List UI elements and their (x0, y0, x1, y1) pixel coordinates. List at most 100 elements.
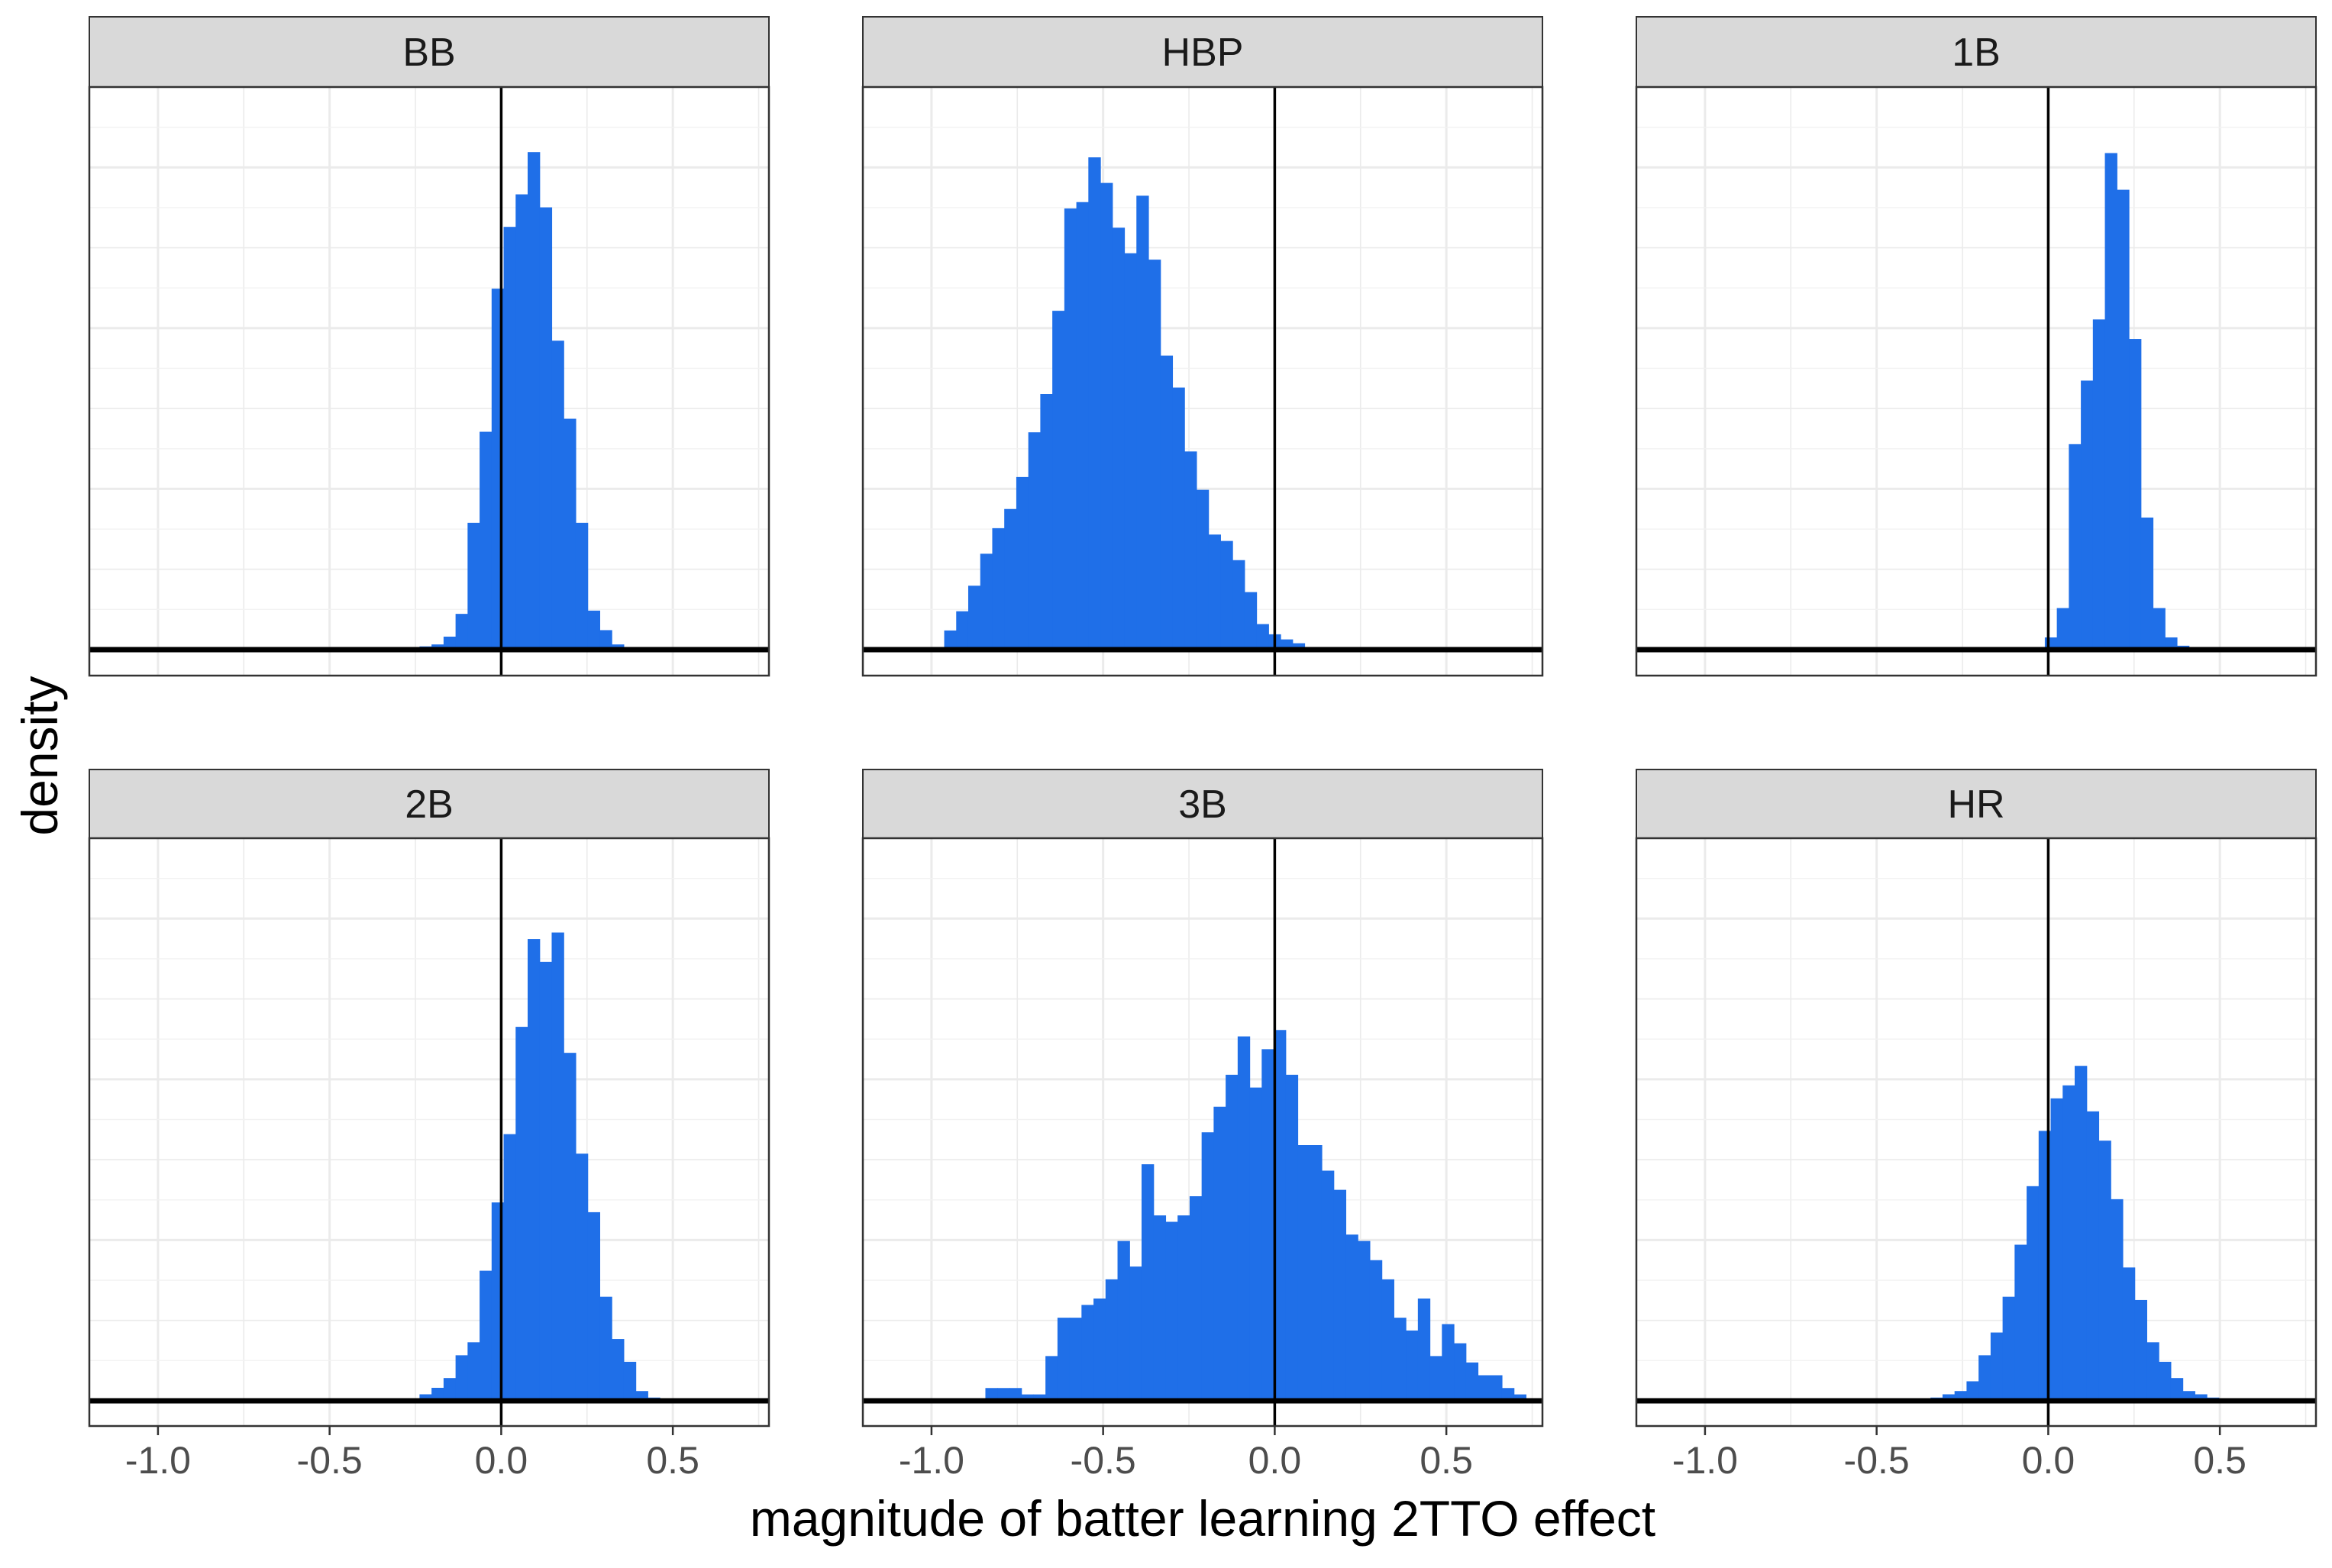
histogram-bar (1021, 1394, 1034, 1401)
x-tick-label: 0.5 (2193, 1439, 2246, 1482)
histogram-bar (467, 522, 480, 650)
histogram-bar (2165, 637, 2178, 650)
x-tick-label: -0.5 (1844, 1439, 1910, 1482)
histogram-bar (1153, 1215, 1167, 1401)
histogram-bar (503, 1134, 516, 1401)
histogram-bar (1057, 1318, 1071, 1401)
histogram-bar (2050, 1098, 2063, 1401)
facet-panel-hbp: HBP (861, 16, 1544, 677)
histogram-bar (455, 1355, 468, 1401)
panel-border (88, 837, 770, 1428)
histogram-bar (551, 340, 564, 650)
histogram-bar (1088, 157, 1101, 650)
y-axis-title: density (11, 676, 68, 835)
histogram-bar (515, 194, 528, 650)
histogram-bar (2134, 1299, 2147, 1401)
facet-panel-hr: HR -1.0 -0.5 0.0 0.5 (1635, 769, 2317, 1482)
histogram-bar (480, 431, 493, 650)
histogram-bar (1081, 1305, 1094, 1401)
histogram-bar (2122, 1267, 2136, 1401)
histogram-bar (1112, 227, 1126, 650)
histogram-bar (599, 630, 612, 650)
histogram-bar (2081, 380, 2094, 650)
facet-strip (862, 16, 1543, 88)
histogram-bar (2140, 517, 2154, 650)
facet-panel-bb: BB (88, 16, 770, 677)
histogram-bar (2153, 608, 2166, 650)
histogram-bar (1429, 1356, 1442, 1401)
histogram-bar (2098, 1141, 2111, 1401)
facet-strip-label: 2B (405, 782, 454, 827)
histogram-bar (1117, 1241, 1130, 1401)
histogram-bar (1196, 489, 1210, 650)
facet-strip-label: 1B (1952, 31, 2001, 75)
histogram-bar (551, 932, 564, 1401)
histogram-bar (443, 636, 457, 650)
histogram-bar (997, 1388, 1010, 1401)
facet-strip (89, 16, 770, 88)
histogram-bar (1208, 534, 1221, 650)
histogram-bar (564, 1053, 577, 1401)
histogram-bar (2195, 1394, 2208, 1401)
x-tick-label: -0.5 (1071, 1439, 1136, 1482)
panel-background (1636, 87, 2316, 676)
panel-border (861, 837, 1544, 1428)
x-tick-label: 0.5 (646, 1439, 699, 1482)
facet-strip (1636, 769, 2317, 839)
histogram-bar (2056, 608, 2069, 650)
histogram-bar (1129, 1266, 1142, 1401)
x-tick-label: 0.0 (2022, 1439, 2075, 1482)
histogram-bar (564, 418, 577, 650)
histogram-bar (1028, 432, 1041, 650)
histogram-bar (539, 961, 553, 1401)
x-axis-title: magnitude of batter learning 2TTO effect (750, 1490, 1655, 1547)
histogram-bar (1165, 1221, 1178, 1401)
histogram-bar (2117, 189, 2130, 650)
facet-strip-label: HR (1947, 782, 2004, 827)
histogram-bar (1141, 1164, 1155, 1401)
facet-strip (1636, 16, 2317, 88)
histogram-bar (1040, 394, 1053, 650)
histogram-bar (480, 1270, 493, 1401)
histogram-bar (2129, 339, 2142, 650)
histogram-bar (1966, 1381, 1979, 1401)
histogram-bar (1406, 1330, 1419, 1401)
histogram-bar (1942, 1394, 1956, 1401)
panel-border (1635, 85, 2317, 677)
histogram-bar (599, 1296, 612, 1401)
histogram-bar (1009, 1388, 1022, 1401)
histogram-bar (1285, 1074, 1299, 1401)
histogram-bar (2086, 1111, 2100, 1401)
x-tick-label: 0.0 (475, 1439, 528, 1482)
histogram-bar (1232, 560, 1245, 650)
histogram-bar (612, 1339, 625, 1401)
histogram-bar (2062, 1085, 2075, 1401)
histogram-bar (2002, 1296, 2015, 1401)
histogram-bar (1045, 1356, 1058, 1401)
facet-panel-3b: 3B -1.0 -0.5 0.0 0.5 (861, 769, 1544, 1482)
panel-border (1635, 837, 2317, 1428)
histogram-bar (1310, 1145, 1323, 1401)
histogram-bar (1261, 1049, 1274, 1401)
histogram-bar (1256, 624, 1269, 650)
histogram-bar (1345, 1234, 1358, 1401)
histogram-bar (2170, 1378, 2184, 1401)
histogram-bar (587, 610, 600, 650)
histogram-bar (419, 1394, 432, 1401)
histogram-bar (2069, 444, 2082, 650)
histogram-bar (1333, 1189, 1347, 1401)
histogram-bar (1105, 1279, 1119, 1401)
histogram-bar (503, 227, 516, 650)
histogram-bar (575, 522, 589, 650)
histogram-bar (1172, 387, 1185, 650)
histogram-bar (2111, 1199, 2124, 1401)
histogram-bar (1244, 592, 1258, 650)
facet-panel-1b: 1B (1635, 16, 2317, 677)
facet-strip (89, 769, 770, 839)
histogram-bar (1990, 1332, 2004, 1401)
histogram-bar (1160, 355, 1174, 650)
x-tick-label: 0.5 (1420, 1439, 1473, 1482)
histogram-bar (1297, 1145, 1310, 1401)
